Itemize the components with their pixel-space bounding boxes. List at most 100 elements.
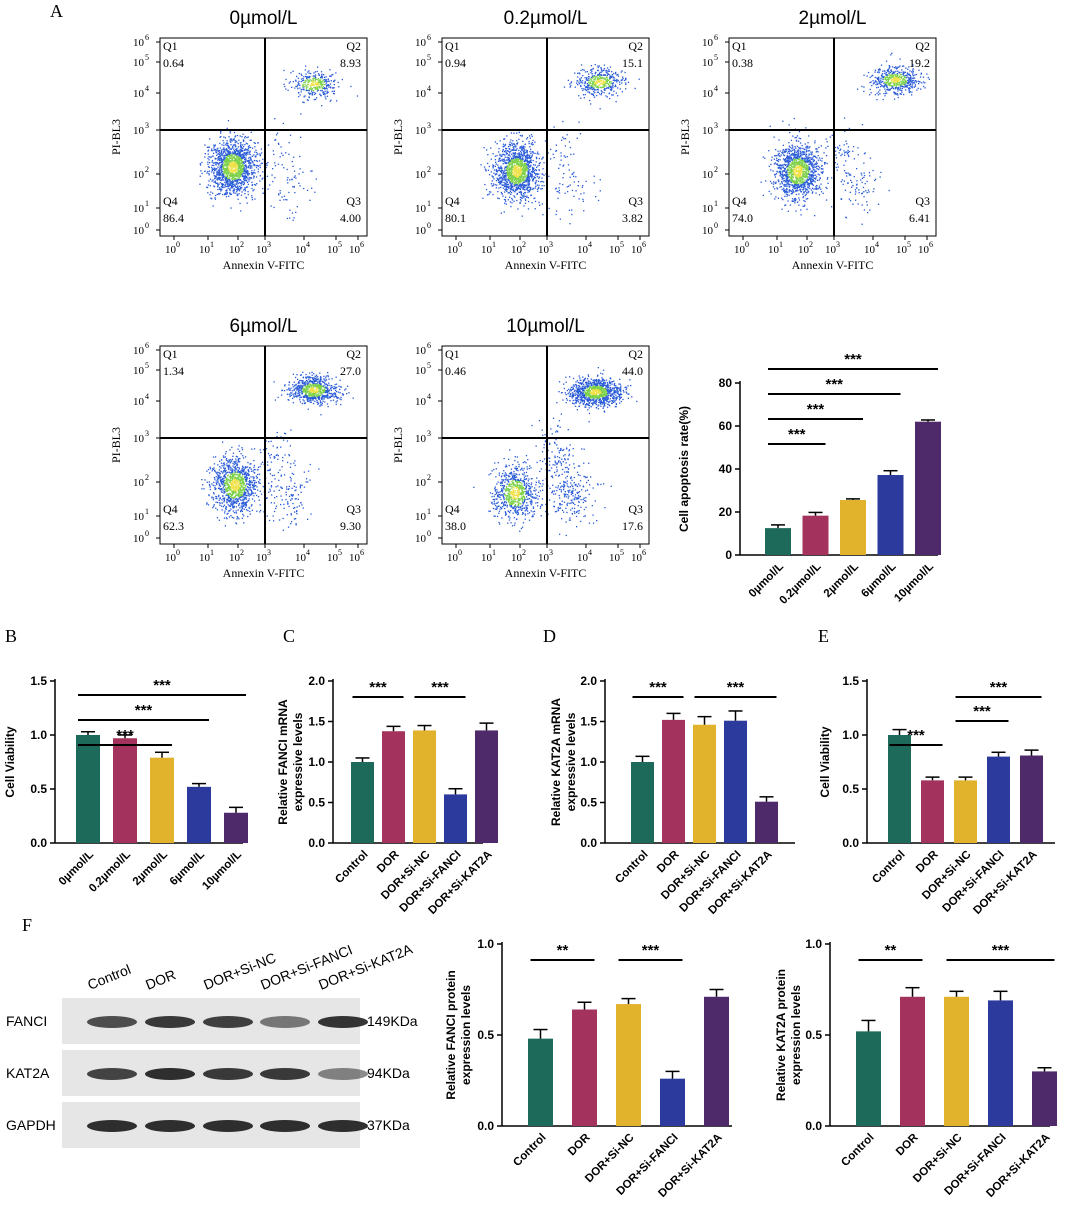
scatter-dot [787,184,789,186]
scatter-dot [516,155,518,157]
scatter-dot [595,81,597,83]
scatter-dot [505,166,507,168]
scatter-dot [798,180,800,182]
scatter-dot [320,85,322,87]
scatter-dot [314,98,317,101]
scatter-dot [206,146,209,148]
scatter-dot [560,159,562,161]
scatter-dot [243,177,245,180]
scatter-dot [594,72,596,74]
scatter-dot [235,135,237,137]
scatter-dot [808,155,810,157]
scatter-dot [497,178,500,180]
scatter-dot [805,175,807,177]
scatter-dot [544,140,547,142]
scatter-dot [512,152,514,154]
scatter-dot [516,192,518,195]
scatter-dot [527,208,530,210]
scatter-dot [254,183,256,186]
scatter-dot [313,72,315,74]
scatter-dot [492,166,494,168]
scatter-dot [236,176,239,178]
scatter-dot [527,183,529,185]
scatter-dot [526,175,528,177]
scatter-dot [318,73,320,75]
scatter-dot [794,199,796,202]
scatter-dot [789,158,791,160]
scatter-dot [521,145,523,147]
scatter-dot [230,166,232,168]
scatter-dot [527,164,529,166]
scatter-dot [798,197,800,199]
quadrant-value: 86.4 [163,211,184,225]
scatter-dot [816,162,818,164]
scatter-dot [597,78,600,80]
scatter-dot [232,145,234,148]
scatter-dot [507,183,510,186]
scatter-dot [503,145,505,147]
scatter-dot [795,147,797,149]
scatter-dot [778,164,780,167]
scatter-dot [244,188,246,190]
scatter-dot [498,166,500,168]
scatter-dot [214,181,216,183]
scatter-dot [786,160,788,162]
scatter-dot [619,83,621,85]
x-tick-exp: 4 [588,240,592,249]
scatter-dot [511,189,513,191]
scatter-dot [356,95,359,97]
scatter-dot [810,179,812,182]
scatter-dot [809,183,811,185]
scatter-dot [322,79,324,81]
scatter-dot [531,166,534,169]
scatter-dot [591,75,593,77]
scatter-dot [221,177,223,179]
scatter-dot [513,174,515,177]
scatter-dot [528,157,530,159]
scatter-dot [522,168,524,171]
scatter-dot [307,84,309,86]
scatter-dot [259,180,261,182]
scatter-dot [503,171,505,173]
scatter-dot [804,181,806,183]
scatter-dot [621,70,623,72]
scatter-dot [578,81,580,83]
scatter-dot [587,91,589,93]
scatter-dot [582,82,584,84]
scatter-dot [523,176,525,178]
scatter-dot [508,187,510,190]
scatter-dot [220,164,222,167]
scatter-dot [510,177,512,179]
scatter-dot [538,184,540,186]
scatter-dot [511,183,513,185]
scatter-dot [328,86,330,88]
scatter-dot [520,175,522,177]
scatter-dot [523,174,526,176]
scatter-dot [794,174,797,176]
scatter-dot [625,82,627,84]
scatter-dot [496,143,498,145]
scatter-dot [582,198,584,200]
scatter-dot [599,179,601,181]
scatter-dot [225,192,227,194]
plot-frame [159,37,368,237]
scatter-dot [514,164,516,166]
scatter-dot [528,165,530,167]
scatter-dot [309,78,311,81]
scatter-dot [501,172,503,174]
scatter-dot [791,174,793,176]
scatter-dot [826,187,828,190]
scatter-dot [525,168,527,170]
scatter-dot [793,159,795,161]
scatter-dot [555,150,557,152]
scatter-dot [770,159,773,161]
scatter-dot [222,186,224,189]
scatter-dot [513,200,515,202]
scatter-dot [314,191,316,193]
scatter-dot [228,154,231,156]
scatter-dot [795,176,797,178]
scatter-dot [289,134,292,136]
scatter-dot [516,171,518,173]
scatter-dot [235,171,237,173]
scatter-dot [241,174,243,176]
